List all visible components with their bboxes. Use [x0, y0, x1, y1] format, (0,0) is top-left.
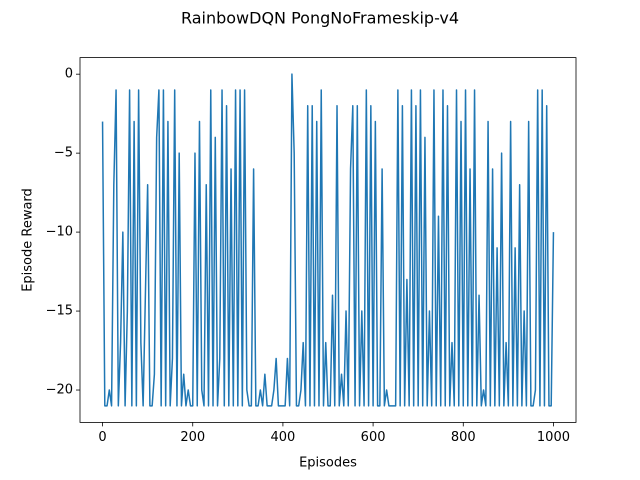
y-tick-label: −15	[46, 304, 73, 319]
x-tick-label: 0	[98, 430, 106, 445]
x-tick-label: 200	[180, 430, 205, 445]
x-tick-label: 600	[361, 430, 386, 445]
y-axis-label: Episode Reward	[21, 188, 36, 292]
x-tick-label: 1000	[537, 430, 570, 445]
y-tick-label: −10	[46, 225, 73, 240]
x-axis-label: Episodes	[299, 456, 357, 471]
x-tick-label: 400	[270, 430, 295, 445]
plot-frame	[79, 57, 577, 423]
y-tick-label: −20	[46, 383, 73, 398]
y-tick-label: 0	[65, 67, 73, 82]
y-tick-label: −5	[54, 146, 73, 161]
line-series	[101, 73, 555, 407]
chart-title: RainbowDQN PongNoFrameskip-v4	[181, 9, 459, 28]
x-tick-label: 800	[451, 430, 476, 445]
